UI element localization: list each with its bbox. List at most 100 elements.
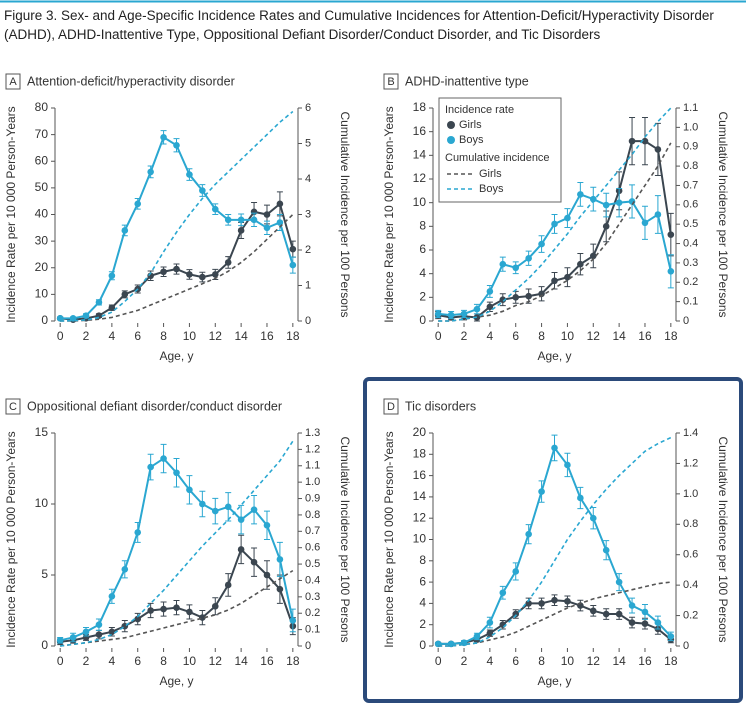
point [160, 133, 167, 141]
legend-swatch [447, 136, 455, 144]
point [525, 600, 532, 607]
y-tick-label: 18 [413, 100, 427, 114]
y2-tick-label: 2 [305, 244, 311, 256]
point [564, 461, 571, 469]
point [263, 211, 271, 218]
y-tick-label: 4 [419, 266, 426, 280]
x-axis-label: Age, y [159, 674, 193, 688]
y-tick-label: 16 [413, 124, 427, 138]
point [108, 272, 116, 280]
panel: A Attention-deficit/hyperactivity disorde… [4, 73, 352, 363]
y-tick-label: 12 [413, 171, 427, 185]
y-tick-label: 0 [41, 638, 48, 652]
point [134, 529, 142, 536]
x-axis-label: Age, y [537, 349, 571, 363]
x-tick-label: 12 [587, 329, 601, 343]
point [56, 637, 64, 644]
y2-tick-label: 0.9 [305, 492, 320, 504]
point [173, 141, 180, 149]
point [237, 546, 245, 553]
point [199, 500, 206, 508]
point [121, 566, 129, 573]
panel-label: D [387, 401, 395, 413]
point [564, 273, 571, 281]
point [538, 488, 545, 495]
point [602, 223, 610, 230]
y-tick-label: 20 [35, 260, 49, 274]
x-tick-label: 2 [461, 654, 468, 668]
x-tick-label: 8 [538, 654, 545, 668]
y2-tick-label: 0.7 [305, 525, 320, 537]
panel-title: Oppositional defiant disorder/conduct di… [27, 399, 282, 413]
y-tick-label: 4 [419, 596, 426, 610]
point [250, 506, 258, 513]
point [199, 273, 206, 281]
panel-title: ADHD-inattentive type [405, 74, 529, 88]
point [512, 568, 520, 575]
point [602, 610, 610, 618]
point [564, 597, 571, 605]
y2-tick-label: 1.0 [683, 488, 698, 500]
point [69, 634, 77, 641]
y-axis-label: Incidence Rate per 10 000 Person-Years [4, 106, 18, 322]
point [173, 265, 180, 273]
panel-label: A [9, 76, 17, 88]
y2-tick-label: 4 [305, 173, 311, 185]
panel-label: B [387, 76, 394, 88]
y-axis-label: Incidence Rate per 10 000 Person-Years [382, 106, 396, 322]
point [56, 315, 64, 322]
point [237, 216, 245, 224]
point [628, 137, 636, 145]
y2-tick-label: 0 [683, 315, 689, 327]
point [95, 299, 103, 306]
panel: D Tic disorders0246810121416182000.20.40.… [382, 398, 730, 688]
point [628, 602, 636, 609]
point [667, 231, 675, 238]
point [237, 227, 245, 234]
y2-tick-label: 1.3 [305, 427, 320, 439]
point [589, 195, 597, 203]
point [577, 191, 584, 198]
x-tick-label: 8 [160, 329, 167, 343]
point [551, 220, 558, 228]
y2-tick-label: 1 [305, 279, 311, 291]
y2-tick-label: 0.8 [305, 509, 320, 521]
point [641, 137, 649, 145]
point [82, 312, 90, 319]
point [577, 494, 584, 502]
point [289, 261, 297, 269]
y2-axis-label: Cumulative Incidence per 100 Persons [716, 111, 730, 317]
point [108, 628, 116, 636]
point [615, 199, 623, 206]
y2-tick-label: 0.2 [683, 276, 698, 288]
x-tick-label: 4 [109, 654, 116, 668]
point [473, 314, 481, 321]
x-tick-label: 4 [487, 654, 494, 668]
y2-axis-label: Cumulative Incidence per 100 Persons [716, 436, 730, 642]
point [276, 556, 284, 563]
y-tick-label: 6 [419, 574, 426, 588]
legend-label: Girls [459, 119, 482, 131]
legend-swatch [447, 121, 455, 129]
point [525, 530, 532, 538]
point [577, 260, 584, 268]
x-tick-label: 8 [538, 329, 545, 343]
x-tick-label: 4 [487, 329, 494, 343]
y2-tick-label: 0.6 [683, 199, 698, 211]
y2-tick-label: 0 [683, 640, 689, 652]
y2-tick-label: 0.8 [683, 160, 698, 172]
x-tick-label: 16 [638, 329, 652, 343]
legend-box [438, 97, 562, 203]
incidence-line [438, 193, 672, 317]
point [447, 311, 455, 319]
cumulative-line [438, 107, 672, 322]
y-tick-label: 2 [419, 617, 426, 631]
x-tick-label: 2 [83, 329, 90, 343]
cumulative-line [60, 440, 294, 647]
point [654, 619, 662, 626]
y-tick-label: 2 [419, 290, 426, 304]
y-tick-label: 8 [419, 553, 426, 567]
point [615, 578, 623, 586]
highlight-border [363, 377, 743, 703]
y2-tick-label: 0 [305, 315, 311, 327]
